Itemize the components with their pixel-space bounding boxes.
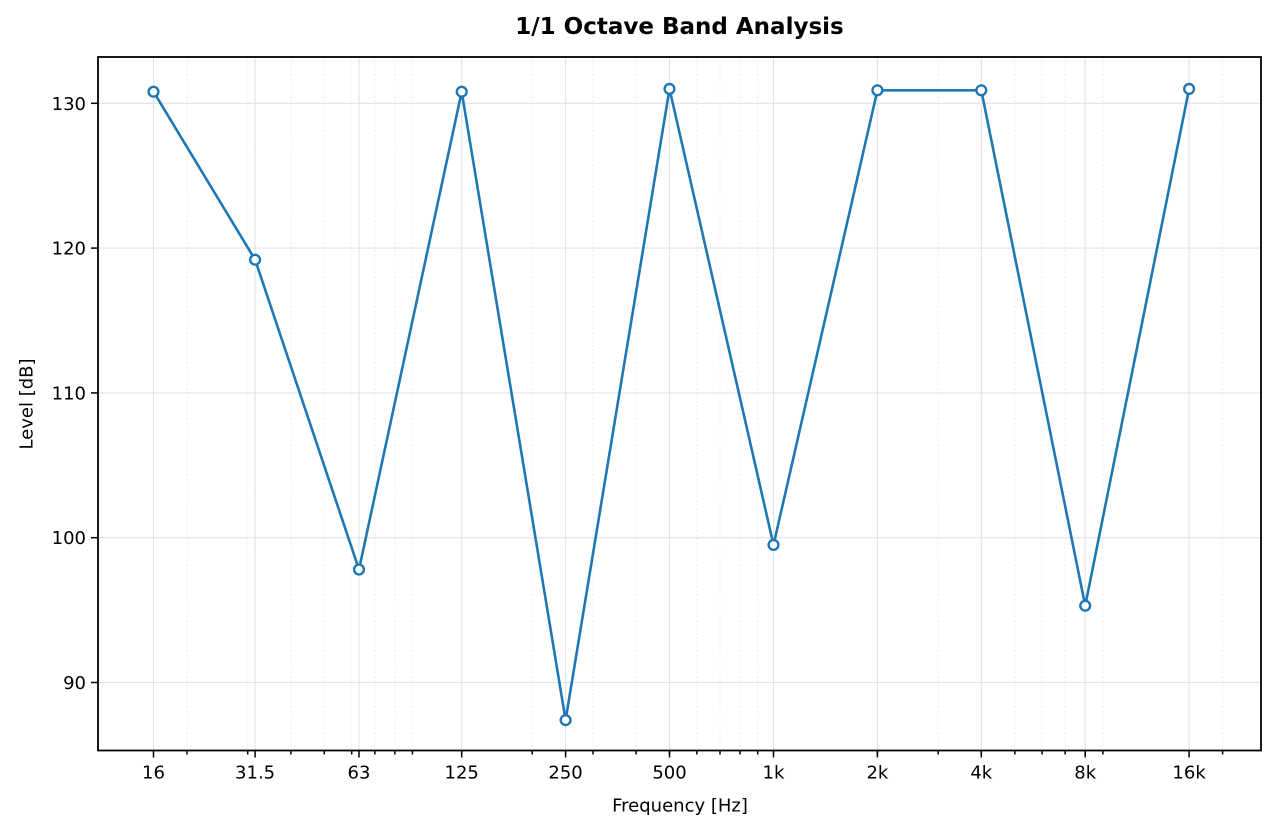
data-point-marker (1079, 599, 1092, 612)
data-point-marker (767, 538, 780, 552)
chart-title: 1/1 Octave Band Analysis (515, 14, 844, 40)
x-tick-label: 250 (548, 763, 582, 784)
data-point-marker (871, 84, 884, 97)
data-point-marker (663, 82, 676, 96)
x-tick-label: 500 (652, 763, 686, 784)
y-tick-label: 100 (52, 528, 86, 549)
data-point-marker (352, 563, 366, 576)
data-point-marker (455, 85, 468, 98)
x-tick-label: 16 (142, 763, 165, 784)
x-tick-label: 125 (445, 763, 479, 784)
x-axis-label: Frequency [Hz] (612, 795, 748, 817)
x-tick-label: 8k (1074, 763, 1096, 784)
data-point-marker (975, 84, 988, 97)
plot-border (97, 56, 1262, 752)
data-point-marker (1182, 82, 1196, 96)
x-tick-label: 2k (866, 763, 888, 784)
x-tick-label: 1k (763, 763, 785, 784)
y-tick-label: 90 (63, 673, 86, 694)
x-tick-label: 31.5 (235, 763, 275, 784)
y-tick-label: 120 (52, 239, 86, 260)
x-tick-label: 4k (970, 763, 992, 784)
x-tick-label: 16k (1172, 763, 1206, 784)
data-point-marker (147, 85, 160, 98)
data-point-marker (559, 713, 572, 727)
y-tick-label: 110 (52, 383, 86, 404)
data-point-marker (249, 253, 262, 266)
y-tick-label: 130 (52, 94, 86, 115)
series-line (152, 87, 1191, 722)
x-tick-label: 63 (348, 763, 371, 784)
y-axis-label: Level [dB] (16, 358, 38, 450)
